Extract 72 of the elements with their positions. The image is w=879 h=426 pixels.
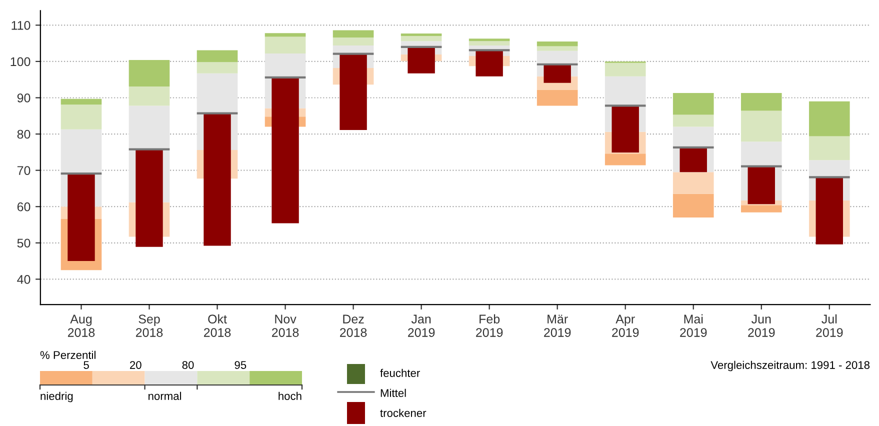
bar: [740, 110, 782, 142]
bar: [672, 172, 714, 194]
y-tick-label: 80: [17, 130, 30, 139]
y-tick-label: 40: [17, 274, 30, 284]
bar: [672, 194, 714, 218]
bar: [400, 36, 442, 42]
bar: [196, 50, 238, 62]
text: 5: [84, 361, 89, 369]
text: normal: [148, 392, 182, 400]
bar: [332, 38, 374, 46]
bar: [672, 93, 714, 115]
legend-label: feuchter: [380, 368, 420, 377]
x-tick-label: Feb 2019: [476, 314, 503, 337]
bar: [332, 30, 374, 38]
y-tick-label: 60: [17, 202, 30, 212]
bar: [468, 41, 510, 46]
bar: [204, 113, 231, 246]
x-tick-label: Okt 2018: [204, 314, 231, 337]
bar: [128, 86, 170, 106]
bar: [68, 174, 95, 262]
bar: [196, 62, 238, 74]
x-tick-label: Jan 2019: [408, 314, 435, 337]
bar: [128, 60, 170, 86]
bar: [264, 36, 306, 54]
x-tick-label: Aug 2018: [68, 314, 95, 337]
y-tick-label: 110: [12, 20, 30, 30]
legend-title: % Perzentil: [40, 350, 96, 359]
bar: [612, 106, 639, 153]
y-tick-label: 50: [17, 238, 30, 248]
x-tick-label: Jul 2019: [816, 314, 843, 337]
text: 95: [234, 361, 246, 369]
bar: [408, 46, 435, 74]
x-tick-label: Mai 2019: [680, 314, 707, 337]
bar: [680, 147, 707, 172]
bar: [808, 136, 850, 160]
y-tick-label: 70: [17, 166, 30, 175]
text: niedrig: [40, 392, 73, 402]
bar: [536, 90, 578, 106]
bar: [340, 54, 367, 130]
x-tick-label: Sep 2018: [136, 314, 163, 337]
bar: [816, 177, 844, 244]
bar: [60, 98, 102, 105]
text: Vergleichszeitraum: 1991 - 2018: [710, 360, 870, 372]
bar: [604, 154, 646, 166]
text: 80: [182, 361, 194, 369]
bar: [272, 77, 299, 224]
x-tick-label: Dez 2018: [340, 314, 367, 337]
x-tick-label: Jun 2019: [748, 314, 775, 337]
bar: [672, 114, 714, 127]
x-tick-label: Apr 2019: [612, 314, 639, 337]
bar: [476, 50, 503, 76]
x-tick-label: Mär 2019: [544, 314, 571, 337]
bar: [544, 64, 571, 83]
legend-label: Mittel: [380, 388, 406, 397]
bar: [536, 46, 578, 51]
bar: [136, 149, 163, 247]
bar: [468, 38, 510, 42]
bar: [60, 104, 102, 130]
bar: [536, 41, 578, 46]
y-tick-label: 100: [10, 57, 30, 66]
bar: [808, 101, 850, 136]
legend-label: trockener: [380, 408, 426, 417]
x-tick-label: Nov 2018: [272, 314, 299, 337]
bar: [604, 62, 646, 76]
bar: [748, 166, 775, 204]
bar: [740, 93, 782, 111]
bar: [264, 33, 306, 37]
y-tick-label: 90: [17, 94, 30, 102]
text: hoch: [278, 392, 302, 400]
bar: [740, 205, 782, 212]
bar: [400, 34, 442, 36]
text: 20: [130, 361, 142, 369]
